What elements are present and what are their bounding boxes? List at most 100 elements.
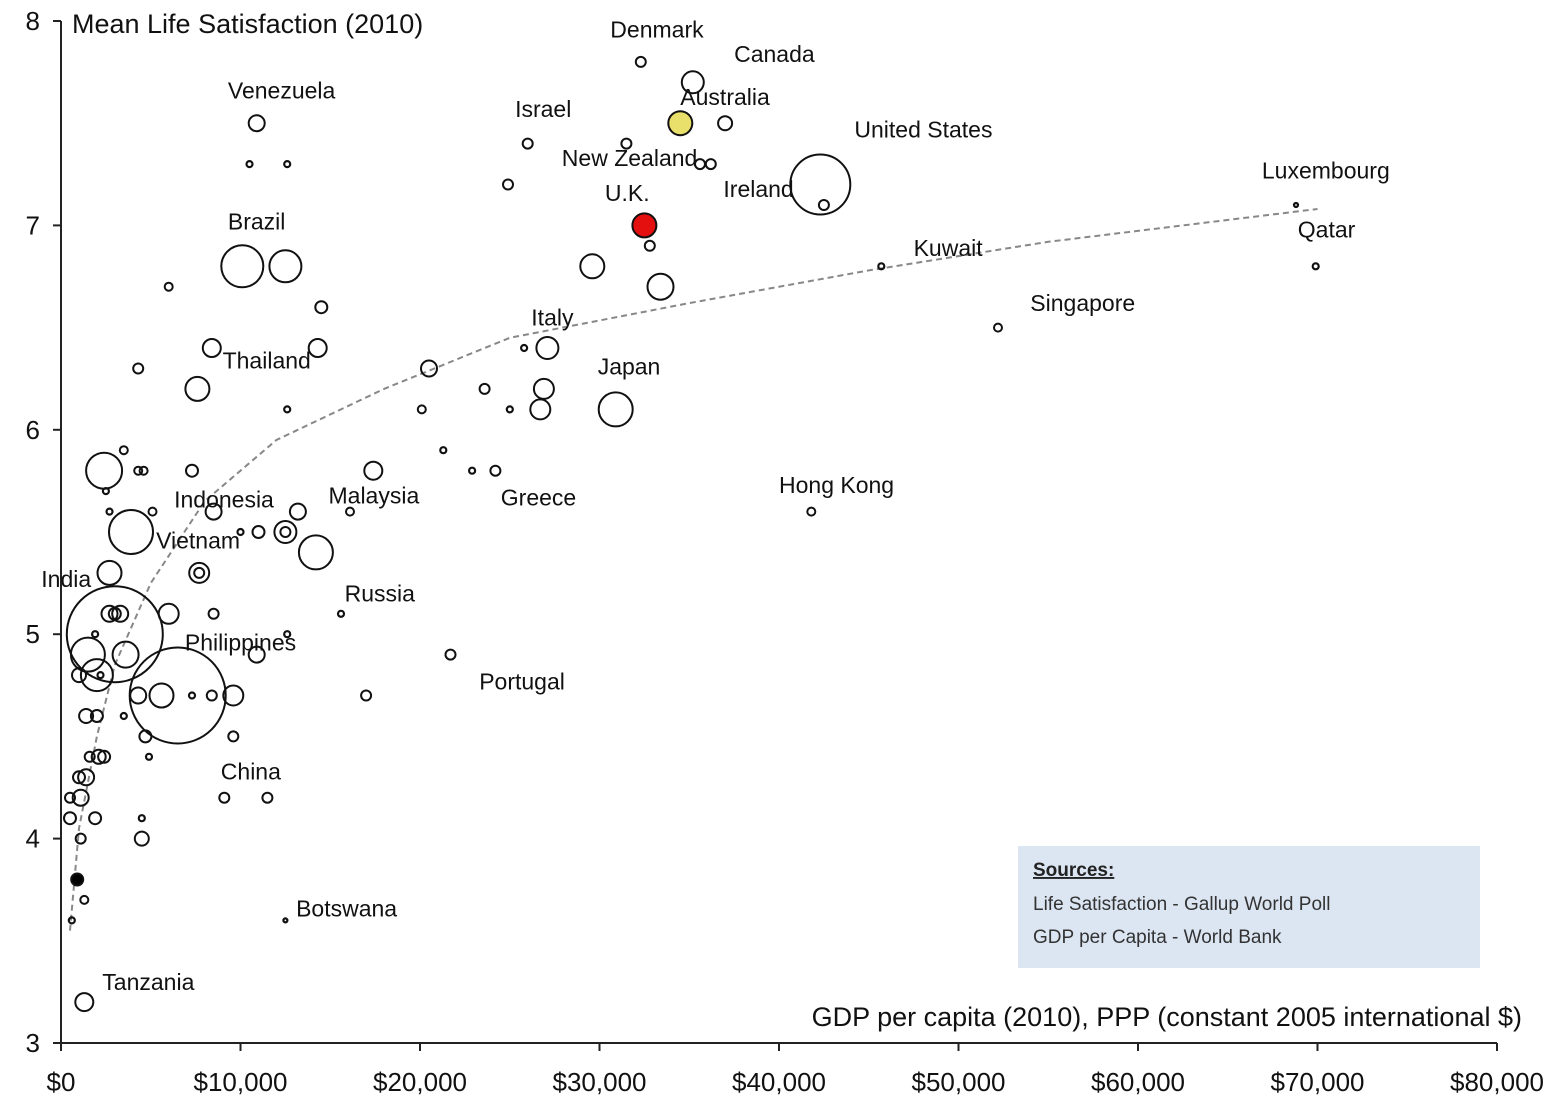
chart-title: Mean Life Satisfaction (2010) [72, 9, 423, 39]
label-israel: Israel [515, 96, 571, 122]
bubble-indonesia [108, 509, 154, 555]
x-axis-label: GDP per capita (2010), PPP (constant 200… [812, 1002, 1522, 1032]
trendline [69, 208, 1318, 931]
label-vietnam: Vietnam [156, 527, 240, 553]
bubble [345, 506, 355, 517]
bubble [90, 630, 100, 639]
bubble [111, 604, 130, 623]
label-new-zealand: New Zealand [562, 145, 698, 171]
bubble [204, 502, 223, 521]
bubble [185, 463, 199, 478]
bubble-hong-kong [806, 506, 817, 517]
bubble-japan [597, 391, 634, 428]
bubble [97, 749, 112, 764]
bubble [64, 791, 76, 804]
bubble-australia [667, 110, 694, 137]
bubble-ireland [817, 199, 830, 211]
bubble [79, 894, 90, 905]
y-tick-label: 7 [26, 210, 40, 240]
x-tick-label: $60,000 [1091, 1067, 1185, 1097]
bubble [529, 398, 552, 421]
bubble [107, 606, 122, 621]
bubble [205, 689, 218, 702]
bubble [704, 158, 717, 171]
bubble [148, 682, 175, 709]
label-indonesia: Indonesia [174, 487, 274, 513]
label-thailand: Thailand [223, 348, 311, 374]
bubble [147, 506, 158, 517]
bubble [105, 507, 114, 516]
label-japan: Japan [598, 354, 661, 380]
label-canada: Canada [734, 41, 815, 67]
bubble [193, 566, 206, 579]
bubble [133, 465, 144, 476]
bubble-tanzania [74, 992, 95, 1013]
bubble [247, 645, 266, 664]
bubble-u-k- [631, 212, 658, 239]
x-tick-label: $20,000 [373, 1067, 467, 1097]
bubble [184, 375, 211, 402]
bubble [307, 338, 328, 358]
bubble-luxembourg [1292, 201, 1300, 209]
bubble [279, 526, 292, 538]
label-china: China [221, 758, 281, 784]
bubble [439, 446, 448, 455]
bubble [227, 730, 240, 743]
label-italy: Italy [531, 305, 574, 331]
bubble-thailand [201, 338, 222, 358]
bubble [67, 916, 76, 925]
bubble-italy [535, 336, 560, 360]
bubble [416, 404, 427, 415]
bubble [261, 791, 274, 804]
bubble [83, 750, 96, 763]
bubble [78, 708, 95, 724]
label-greece: Greece [501, 484, 576, 510]
bubble-canada [680, 70, 705, 95]
x-tick-label: $40,000 [732, 1067, 826, 1097]
bubble-venezuela [247, 114, 266, 133]
bubble-india [65, 585, 164, 684]
bubble [218, 791, 231, 804]
bubble [519, 343, 529, 353]
bubble [236, 527, 245, 537]
x-tick-label: $70,000 [1271, 1067, 1365, 1097]
bubble [88, 811, 103, 826]
label-botswana: Botswana [296, 895, 397, 921]
bubble-botswana [282, 917, 289, 924]
bubble-united-states [789, 153, 852, 216]
y-tick-label: 8 [26, 6, 40, 36]
bubble [620, 137, 633, 150]
x-tick-label: $0 [47, 1067, 76, 1097]
bubble [646, 272, 675, 301]
bubble [90, 748, 107, 765]
sources-box-background [1018, 846, 1480, 968]
bubble [96, 670, 105, 680]
bubble-malaysia [288, 502, 307, 521]
bubble [579, 253, 606, 280]
bubble [420, 359, 438, 378]
bubble [138, 465, 149, 476]
bubble [245, 160, 254, 169]
bubble [71, 667, 87, 684]
label-australia: Australia [680, 84, 770, 110]
bubble [118, 445, 129, 456]
bubble [251, 525, 266, 539]
label-portugal: Portugal [479, 668, 565, 694]
bubble [144, 752, 154, 761]
label-denmark: Denmark [610, 16, 704, 42]
bubble [532, 377, 555, 400]
bubble-singapore [993, 322, 1003, 333]
bubble [478, 382, 491, 395]
bubble-brazil [220, 244, 265, 289]
label-singapore: Singapore [1030, 290, 1135, 316]
trendline-path [69, 208, 1318, 931]
bubbles [63, 55, 1320, 1013]
label-india: India [41, 566, 91, 592]
label-ireland: Ireland [723, 176, 793, 202]
bubble [70, 872, 85, 887]
bubble [137, 814, 146, 823]
bubble [468, 466, 477, 475]
sources-box: Sources: Life Satisfaction - Gallup Worl… [1018, 846, 1480, 968]
bubble [222, 684, 245, 707]
